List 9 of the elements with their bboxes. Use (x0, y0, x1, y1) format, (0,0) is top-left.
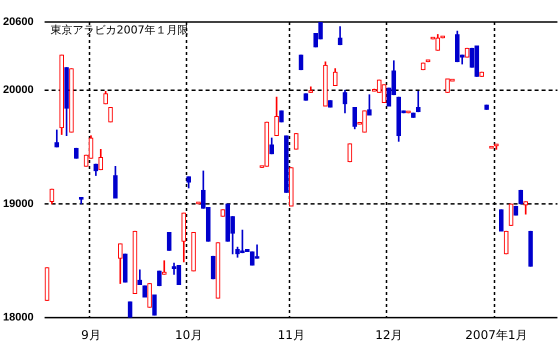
y-tick-label: 20000 (2, 84, 34, 96)
x-tick-label: 12月 (375, 328, 403, 342)
y-tick-label: 19000 (2, 198, 34, 210)
x-tick-label: 10月 (175, 328, 202, 342)
y-tick-label: 18000 (2, 312, 34, 324)
x-tick-label: 2007年1月 (465, 328, 528, 342)
x-tick-label: 9月 (81, 328, 101, 342)
x-tick-label: 11月 (278, 328, 305, 342)
y-tick-label: 20600 (2, 16, 34, 28)
